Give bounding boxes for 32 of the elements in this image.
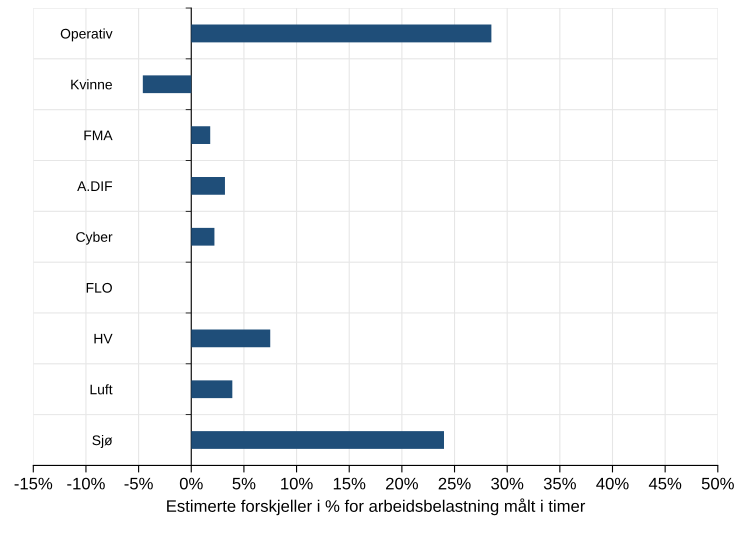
x-tick-label: 10% [281,478,313,490]
y-tick-label: A.DIF [77,181,112,191]
bar [142,75,192,94]
bar [191,126,210,144]
bar [191,177,225,195]
x-tick-label: 20% [386,478,418,490]
x-tick-label: 35% [544,478,576,490]
x-tick-label: 30% [491,478,524,490]
bar [191,380,232,398]
x-tick-label: 50% [702,478,734,490]
x-tick-label: 25% [438,478,471,490]
y-tick-label: Luft [90,384,112,394]
y-tick-label: Sjø [92,435,112,448]
x-axis-title: Estimerte forskjeller i % for arbeidsbelastning målt i timer [167,498,586,516]
bar [191,431,444,449]
bar [191,228,214,246]
y-tick-label: FMA [84,130,113,140]
bar [191,24,492,42]
y-tick-label: Operativ [60,28,113,42]
x-tick-label: 40% [596,478,629,490]
x-tick-label: -5% [124,478,153,490]
x-tick-label: 45% [648,478,682,490]
x-tick-label: 0% [180,478,203,490]
x-tick-label: -10% [67,478,105,490]
y-tick-label: FLO [86,282,112,293]
x-tick-label: 15% [334,478,366,490]
x-tick-label: 5% [232,478,256,490]
y-tick-label: HV [94,334,113,344]
bar [191,329,270,348]
y-tick-label: Cyber [76,232,112,245]
x-tick-label: -15% [14,478,52,490]
y-tick-label: Kvinne [71,79,112,90]
